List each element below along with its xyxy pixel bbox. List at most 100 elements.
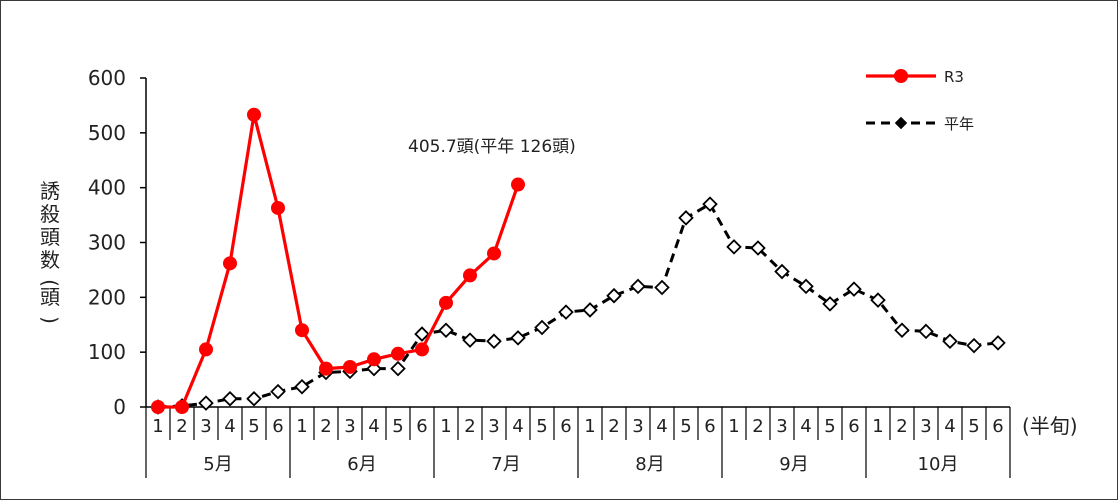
data-point — [223, 256, 237, 271]
data-point — [487, 246, 501, 261]
data-point — [894, 322, 910, 339]
data-point — [175, 400, 189, 414]
x-tick-label: 5 — [968, 416, 979, 437]
x-tick-label: 1 — [440, 416, 451, 437]
legend-marker-normal-year — [894, 116, 908, 130]
y-axis-label-char: 頭 — [40, 285, 60, 309]
data-point — [463, 268, 477, 283]
series-line — [158, 113, 520, 409]
x-tick-label: 2 — [320, 416, 331, 437]
data-point — [198, 395, 214, 411]
data-point — [918, 323, 934, 340]
x-tick-label: 2 — [752, 416, 763, 437]
x-tick-label: 6 — [272, 416, 283, 437]
data-point — [558, 304, 574, 320]
data-point — [270, 383, 286, 400]
data-point — [534, 319, 550, 336]
y-axis-label-char: ( — [38, 279, 62, 287]
data-point — [990, 335, 1006, 351]
x-tick-label: 5 — [680, 416, 691, 437]
x-tick-label: 3 — [488, 416, 499, 437]
x-tick-label: 5 — [824, 416, 835, 437]
x-tick-label: 1 — [152, 416, 163, 437]
legend-label-normal-year: 平年 — [944, 115, 974, 133]
data-point — [511, 177, 525, 192]
y-tick-label: 200 — [88, 285, 126, 309]
x-tick-label: 2 — [896, 416, 907, 437]
x-tick-label: 4 — [368, 416, 379, 437]
data-point — [726, 239, 742, 255]
data-point — [582, 302, 598, 318]
data-point — [462, 332, 478, 348]
data-point — [199, 342, 213, 357]
legend-marker-r3 — [894, 69, 908, 83]
data-point — [246, 391, 262, 407]
data-point — [294, 378, 310, 395]
x-tick-label: 5 — [248, 416, 259, 437]
y-axis-label-char: 殺 — [40, 202, 60, 226]
x-tick-label: 4 — [944, 416, 955, 437]
data-point — [966, 337, 982, 354]
data-point — [415, 342, 429, 357]
month-label: 9月 — [779, 454, 808, 475]
x-tick-label: 3 — [920, 416, 931, 437]
data-point — [942, 333, 958, 349]
x-tick-label: 4 — [512, 416, 523, 437]
data-point — [295, 323, 309, 338]
data-point — [870, 292, 886, 308]
x-tick-label: 4 — [800, 416, 811, 437]
x-tick-label: 5 — [392, 416, 403, 437]
legend-label-r3: R3 — [944, 68, 964, 86]
data-point — [343, 359, 357, 374]
x-axis: 1 2 3 4 5 6 1 2 3 4 5 6 1 2 3 4 5 6 1 2 3 4 5 6 1 2 3 4 5 6 1 2 3 4 5 65月 6月… — [145, 406, 1011, 478]
data-point — [439, 295, 453, 310]
y-axis-label-char: ) — [38, 316, 62, 324]
x-tick-label: 1 — [584, 416, 595, 437]
legend: R3 平年 — [866, 68, 974, 133]
data-point — [367, 352, 381, 367]
x-tick-label: 4 — [656, 416, 667, 437]
month-label: 6月 — [347, 454, 376, 475]
data-point — [798, 278, 814, 295]
x-tick-label: 6 — [992, 416, 1003, 437]
y-tick-label: 300 — [88, 231, 126, 255]
data-point — [654, 279, 670, 296]
data-point — [247, 107, 261, 122]
data-point — [846, 281, 862, 297]
month-label: 7月 — [491, 454, 520, 475]
data-point — [702, 196, 718, 212]
data-point — [222, 391, 238, 407]
x-tick-label: 1 — [872, 416, 883, 437]
data-point — [414, 326, 430, 342]
x-tick-label: 6 — [560, 416, 571, 437]
data-point — [390, 360, 406, 377]
series-normal-year — [150, 196, 1006, 415]
y-tick-label: 100 — [88, 340, 126, 364]
data-point — [486, 333, 502, 349]
y-axis-label-char: 頭 — [40, 225, 60, 249]
x-unit-label: (半旬) — [1022, 414, 1078, 438]
x-tick-label: 3 — [776, 416, 787, 437]
y-tick-label: 0 — [113, 395, 126, 419]
data-point — [438, 322, 454, 339]
x-tick-label: 5 — [536, 416, 547, 437]
data-point — [391, 346, 405, 361]
x-tick-label: 3 — [200, 416, 211, 437]
y-axis-label-char: 数 — [40, 248, 60, 272]
annotation-label: 405.7頭(平年 126頭) — [408, 137, 576, 157]
data-point — [750, 240, 766, 256]
month-label: 5月 — [203, 454, 232, 475]
x-tick-label: 1 — [296, 416, 307, 437]
y-tick-label: 500 — [88, 121, 126, 145]
x-tick-label: 3 — [632, 416, 643, 437]
x-tick-label: 6 — [416, 416, 427, 437]
month-label: 10月 — [918, 454, 959, 475]
data-point — [510, 330, 526, 346]
data-point — [319, 361, 333, 376]
x-tick-label: 4 — [224, 416, 235, 437]
x-tick-label: 1 — [728, 416, 739, 437]
data-point — [630, 278, 646, 295]
